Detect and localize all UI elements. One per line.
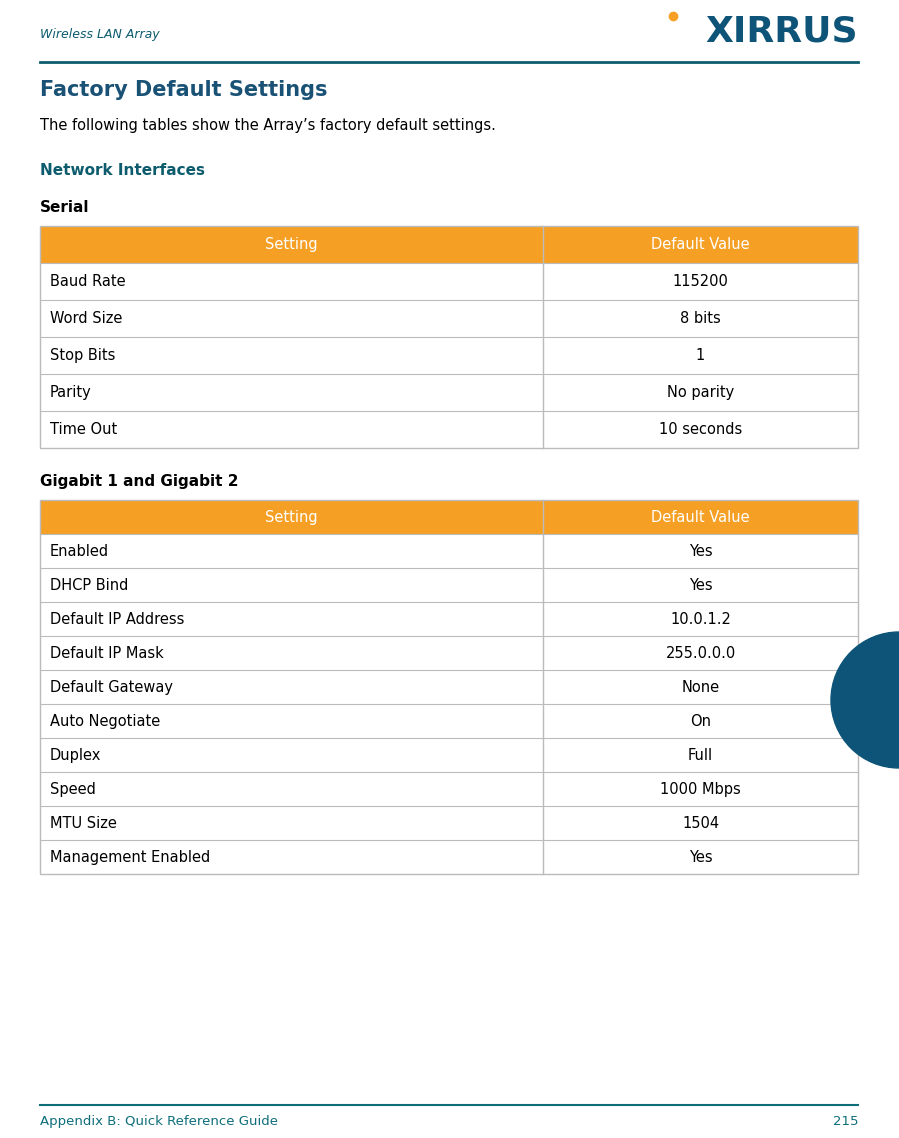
Bar [40,300,858,337]
Bar [40,337,858,374]
Bar [40,806,858,840]
Bar [40,840,858,874]
Text: Full: Full [688,748,713,762]
Text: 10 seconds: 10 seconds [659,422,743,437]
Bar [40,226,858,263]
Text: Parity: Parity [50,385,92,399]
Text: Baud Rate: Baud Rate [50,274,126,289]
Bar [40,568,858,602]
Bar [40,263,858,300]
Bar [40,670,858,704]
Text: 1: 1 [696,348,705,363]
Text: 1000 Mbps: 1000 Mbps [660,782,741,797]
Bar [40,602,858,636]
Text: Time Out: Time Out [50,422,117,437]
Text: Serial: Serial [40,200,90,215]
Text: Gigabit 1 and Gigabit 2: Gigabit 1 and Gigabit 2 [40,475,238,489]
Text: Default IP Address: Default IP Address [50,611,184,627]
Text: Default Value: Default Value [651,237,750,251]
Text: MTU Size: MTU Size [50,816,117,831]
Text: 1504: 1504 [682,816,719,831]
Bar [40,226,858,448]
Text: Setting: Setting [265,237,318,251]
Text: Management Enabled: Management Enabled [50,849,210,865]
Text: Setting: Setting [265,510,318,525]
Text: No parity: No parity [667,385,734,399]
Text: Yes: Yes [689,849,712,865]
Bar [40,772,858,806]
Bar [40,739,858,772]
Text: Stop Bits: Stop Bits [50,348,115,363]
Text: Enabled: Enabled [50,544,109,559]
Text: 10.0.1.2: 10.0.1.2 [670,611,731,627]
Text: Word Size: Word Size [50,311,122,325]
Bar [40,411,858,448]
Text: Speed: Speed [50,782,96,797]
Text: On: On [690,714,711,728]
Text: Factory Default Settings: Factory Default Settings [40,80,327,100]
Text: Network Interfaces: Network Interfaces [40,163,205,178]
Text: The following tables show the Array’s factory default settings.: The following tables show the Array’s fa… [40,118,496,133]
Text: XIRRUS: XIRRUS [706,14,858,48]
Bar [40,500,858,874]
Circle shape [831,632,899,768]
Text: 255.0.0.0: 255.0.0.0 [665,645,735,660]
Text: Yes: Yes [689,577,712,593]
Text: Default IP Mask: Default IP Mask [50,645,164,660]
Bar [40,500,858,534]
Bar [40,704,858,739]
Text: 8 bits: 8 bits [681,311,721,325]
Text: 115200: 115200 [672,274,728,289]
Text: Wireless LAN Array: Wireless LAN Array [40,28,160,41]
Text: Auto Negotiate: Auto Negotiate [50,714,160,728]
Text: Appendix B: Quick Reference Guide: Appendix B: Quick Reference Guide [40,1115,278,1128]
Bar [40,636,858,670]
Text: Duplex: Duplex [50,748,102,762]
Text: Default Value: Default Value [651,510,750,525]
Text: Yes: Yes [689,544,712,559]
Text: 215: 215 [832,1115,858,1128]
Bar [40,534,858,568]
Text: Default Gateway: Default Gateway [50,679,173,694]
Bar [40,374,858,411]
Text: None: None [681,679,719,694]
Text: DHCP Bind: DHCP Bind [50,577,129,593]
